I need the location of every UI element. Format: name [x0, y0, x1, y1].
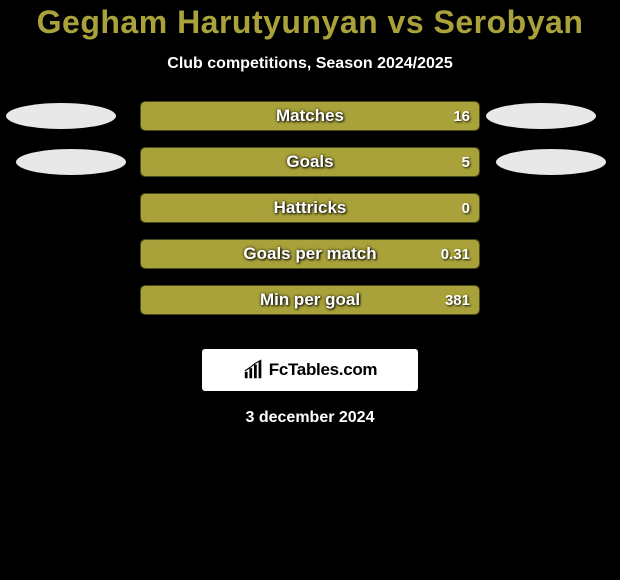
source-badge: FcTables.com: [202, 349, 418, 391]
bar-track: [140, 101, 480, 131]
player-placeholder: [16, 149, 126, 175]
stat-row: Min per goal381: [0, 285, 620, 331]
subtitle: Club competitions, Season 2024/2025: [0, 55, 620, 73]
stat-row: Hattricks0: [0, 193, 620, 239]
player-placeholder: [496, 149, 606, 175]
source-badge-text: FcTables.com: [269, 360, 378, 380]
bar-fill: [141, 194, 479, 222]
snapshot-date: 3 december 2024: [0, 409, 620, 427]
comparison-title: Gegham Harutyunyan vs Serobyan: [0, 4, 620, 41]
bar-fill: [141, 148, 479, 176]
player-placeholder: [6, 103, 116, 129]
stat-row: Goals per match0.31: [0, 239, 620, 285]
bar-track: [140, 285, 480, 315]
comparison-chart: Matches16Goals5Hattricks0Goals per match…: [0, 101, 620, 331]
bar-fill: [141, 286, 479, 314]
bar-track: [140, 147, 480, 177]
bar-track: [140, 239, 480, 269]
bar-fill: [141, 240, 479, 268]
bar-track: [140, 193, 480, 223]
player-placeholder: [486, 103, 596, 129]
chart-bars-icon: [243, 359, 265, 381]
bar-fill: [141, 102, 479, 130]
